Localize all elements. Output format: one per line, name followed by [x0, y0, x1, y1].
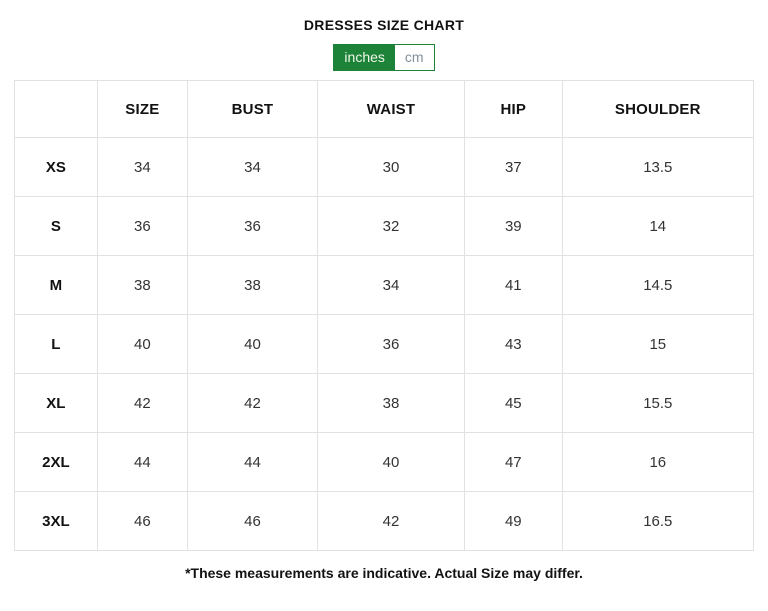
- measurement-cell: 38: [96, 255, 188, 315]
- measurement-cell: 14: [561, 196, 755, 256]
- measurement-cell: 46: [96, 491, 188, 551]
- table-row: 3XL 46 46 42 49 16.5: [14, 491, 755, 551]
- measurement-cell: 42: [316, 491, 466, 551]
- size-table-body: XS 34 34 30 37 13.5 S 36 36 32 39 14 M 38 38 34 41 14.5 L 4…: [14, 137, 755, 551]
- row-label-m: M: [14, 255, 98, 315]
- row-label-xl: XL: [14, 373, 98, 433]
- measurement-cell: 13.5: [561, 137, 755, 197]
- column-header-shoulder: SHOULDER: [561, 80, 755, 138]
- table-row: S 36 36 32 39 14: [14, 196, 755, 256]
- measurement-cell: 41: [464, 255, 563, 315]
- measurement-cell: 32: [316, 196, 466, 256]
- measurement-cell: 34: [316, 255, 466, 315]
- measurement-cell: 14.5: [561, 255, 755, 315]
- measurement-cell: 38: [316, 373, 466, 433]
- measurement-cell: 42: [186, 373, 318, 433]
- size-chart-table: SIZE BUST WAIST HIP SHOULDER XS 34 34 30 37 13.5 S…: [14, 80, 755, 551]
- size-table-header: SIZE BUST WAIST HIP SHOULDER: [14, 80, 755, 138]
- unit-toggle-cm-button[interactable]: cm: [394, 45, 434, 70]
- measurement-cell: 38: [186, 255, 318, 315]
- measurement-cell: 42: [96, 373, 188, 433]
- measurement-cell: 40: [96, 314, 188, 374]
- table-row: L 40 40 36 43 15: [14, 314, 755, 374]
- measurement-cell: 40: [316, 432, 466, 492]
- unit-toggle: inches cm: [333, 44, 435, 71]
- column-header-bust: BUST: [186, 80, 318, 138]
- column-header-hip: HIP: [464, 80, 563, 138]
- measurement-cell: 15: [561, 314, 755, 374]
- measurement-cell: 39: [464, 196, 563, 256]
- header-row: SIZE BUST WAIST HIP SHOULDER: [14, 80, 755, 138]
- measurement-cell: 46: [186, 491, 318, 551]
- row-label-2xl: 2XL: [14, 432, 98, 492]
- row-label-3xl: 3XL: [14, 491, 98, 551]
- measurement-cell: 49: [464, 491, 563, 551]
- measurement-cell: 15.5: [561, 373, 755, 433]
- measurement-cell: 36: [96, 196, 188, 256]
- measurement-cell: 16: [561, 432, 755, 492]
- measurement-cell: 44: [96, 432, 188, 492]
- column-header-size: SIZE: [96, 80, 188, 138]
- column-header-waist: WAIST: [316, 80, 466, 138]
- measurement-cell: 34: [186, 137, 318, 197]
- column-header-empty: [14, 80, 98, 138]
- measurement-cell: 43: [464, 314, 563, 374]
- measurement-cell: 34: [96, 137, 188, 197]
- page-title: DRESSES SIZE CHART: [303, 17, 465, 33]
- row-label-s: S: [14, 196, 98, 256]
- table-row: 2XL 44 44 40 47 16: [14, 432, 755, 492]
- measurement-cell: 47: [464, 432, 563, 492]
- table-row: M 38 38 34 41 14.5: [14, 255, 755, 315]
- measurement-cell: 36: [316, 314, 466, 374]
- unit-toggle-inches-button[interactable]: inches: [334, 45, 395, 70]
- measurement-cell: 40: [186, 314, 318, 374]
- measurement-cell: 44: [186, 432, 318, 492]
- row-label-xs: XS: [14, 137, 98, 197]
- footnote: *These measurements are indicative. Actu…: [185, 565, 583, 581]
- table-row: XS 34 34 30 37 13.5: [14, 137, 755, 197]
- measurement-cell: 36: [186, 196, 318, 256]
- measurement-cell: 37: [464, 137, 563, 197]
- measurement-cell: 45: [464, 373, 563, 433]
- measurement-cell: 30: [316, 137, 466, 197]
- unit-toggle-wrap: inches cm: [0, 44, 768, 71]
- table-row: XL 42 42 38 45 15.5: [14, 373, 755, 433]
- measurement-cell: 16.5: [561, 491, 755, 551]
- row-label-l: L: [14, 314, 98, 374]
